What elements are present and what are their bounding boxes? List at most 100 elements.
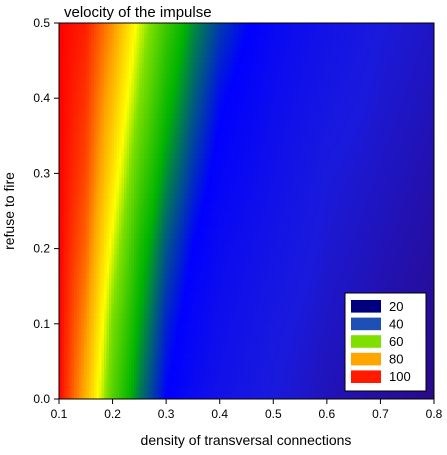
heatmap-cell xyxy=(346,23,350,29)
heatmap-cell xyxy=(281,38,285,44)
heatmap-cell xyxy=(386,108,390,114)
heatmap-cell xyxy=(431,178,434,185)
heatmap-cell xyxy=(74,173,78,180)
heatmap-cell xyxy=(279,83,283,89)
heatmap-cell xyxy=(66,43,70,49)
heatmap-cell xyxy=(296,108,300,114)
heatmap-cell xyxy=(279,168,283,174)
heatmap-cell xyxy=(171,38,175,44)
heatmap-cell xyxy=(129,93,133,99)
heatmap-cell xyxy=(326,113,330,119)
heatmap-cell xyxy=(271,148,275,154)
heatmap-cell xyxy=(246,153,250,159)
heatmap-cell xyxy=(134,78,138,84)
heatmap-cell xyxy=(299,153,303,159)
heatmap-cell xyxy=(374,138,378,144)
heatmap-cell xyxy=(309,168,313,174)
heatmap-cell xyxy=(386,83,390,89)
heatmap-cell xyxy=(321,48,325,54)
heatmap-cell xyxy=(401,173,405,180)
heatmap-cell xyxy=(109,108,113,114)
heatmap-cell xyxy=(309,113,313,119)
heatmap-cell xyxy=(231,183,235,190)
heatmap-cell xyxy=(301,98,305,104)
heatmap-cell xyxy=(239,68,243,74)
heatmap-cell xyxy=(159,33,163,39)
heatmap-cell xyxy=(176,73,180,79)
heatmap-cell xyxy=(254,153,258,159)
heatmap-cell xyxy=(224,53,228,59)
heatmap-cell xyxy=(156,133,160,139)
heatmap-cell xyxy=(276,43,280,49)
heatmap-cell xyxy=(379,123,383,129)
heatmap-cell xyxy=(364,78,368,84)
heatmap-cell xyxy=(59,73,63,79)
heatmap-cell xyxy=(166,108,170,114)
heatmap-cell xyxy=(419,108,423,114)
heatmap-cell xyxy=(366,128,370,134)
heatmap-cell xyxy=(269,128,273,134)
heatmap-cell xyxy=(309,123,313,129)
heatmap-cell xyxy=(159,83,163,89)
heatmap-cell xyxy=(211,128,215,134)
heatmap-cell xyxy=(429,148,433,154)
heatmap-cell xyxy=(154,38,158,44)
heatmap-cell xyxy=(304,103,308,109)
heatmap-cell xyxy=(69,28,73,34)
heatmap-cell xyxy=(419,173,423,180)
heatmap-cell xyxy=(161,63,165,69)
heatmap-cell xyxy=(169,23,173,29)
heatmap-cell xyxy=(116,38,120,44)
heatmap-cell xyxy=(201,93,205,99)
heatmap-cell xyxy=(99,163,103,169)
heatmap-cell xyxy=(416,98,420,104)
heatmap-cell xyxy=(304,173,308,180)
heatmap-cell xyxy=(86,103,90,109)
heatmap-cell xyxy=(336,133,340,139)
heatmap-cell xyxy=(419,28,423,34)
heatmap-cell xyxy=(166,103,170,109)
heatmap-cell xyxy=(266,153,270,159)
heatmap-cell xyxy=(89,133,93,139)
heatmap-cell xyxy=(74,183,78,190)
heatmap-cell xyxy=(96,58,100,64)
heatmap-cell xyxy=(239,23,243,29)
heatmap-cell xyxy=(244,43,248,49)
heatmap-cell xyxy=(416,28,420,34)
heatmap-cell xyxy=(59,153,63,159)
heatmap-cell xyxy=(66,23,70,29)
heatmap-cell xyxy=(221,28,225,34)
heatmap-cell xyxy=(191,173,195,180)
heatmap-cell xyxy=(129,48,133,54)
heatmap-cell xyxy=(91,38,95,44)
heatmap-cell xyxy=(339,123,343,129)
heatmap-cell xyxy=(281,178,285,185)
heatmap-cell xyxy=(329,128,333,134)
heatmap-cell xyxy=(91,163,95,169)
heatmap-cell xyxy=(109,73,113,79)
heatmap-cell xyxy=(284,173,288,180)
heatmap-cell xyxy=(124,83,128,89)
heatmap-cell xyxy=(329,153,333,159)
heatmap-cell xyxy=(289,53,293,59)
heatmap-cell xyxy=(296,173,300,180)
heatmap-cell xyxy=(194,153,198,159)
heatmap-cell xyxy=(306,173,310,180)
heatmap-cell xyxy=(429,53,433,59)
heatmap-cell xyxy=(346,63,350,69)
heatmap-cell xyxy=(246,43,250,49)
heatmap-cell xyxy=(294,143,298,149)
heatmap-cell xyxy=(181,33,185,39)
heatmap-cell xyxy=(189,63,193,69)
heatmap-cell xyxy=(209,158,213,164)
heatmap-cell xyxy=(161,118,165,124)
heatmap-cell xyxy=(384,178,388,185)
heatmap-cell xyxy=(131,23,135,29)
heatmap-cell xyxy=(386,68,390,74)
heatmap-cell xyxy=(139,93,143,99)
heatmap-cell xyxy=(179,33,183,39)
heatmap-cell xyxy=(136,83,140,89)
heatmap-cell xyxy=(396,73,400,79)
heatmap-cell xyxy=(81,48,85,54)
heatmap-cell xyxy=(234,48,238,54)
